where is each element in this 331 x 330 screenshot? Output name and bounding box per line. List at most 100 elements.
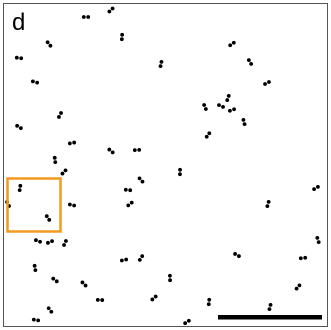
particle bbox=[138, 176, 142, 180]
scale-bar bbox=[218, 315, 322, 320]
particle bbox=[46, 241, 50, 245]
particle bbox=[38, 240, 42, 244]
particle bbox=[33, 268, 37, 272]
particle bbox=[62, 243, 66, 247]
background bbox=[0, 0, 331, 330]
particle bbox=[299, 256, 303, 260]
micrograph-panel: d bbox=[0, 0, 331, 330]
particle bbox=[111, 7, 115, 11]
particle bbox=[137, 148, 141, 152]
particle bbox=[120, 259, 124, 263]
particle bbox=[225, 98, 229, 102]
particle bbox=[242, 118, 246, 122]
particle bbox=[48, 44, 52, 48]
particle bbox=[107, 148, 111, 152]
particle bbox=[227, 94, 231, 98]
particle bbox=[168, 278, 172, 282]
particle bbox=[59, 111, 63, 115]
particle bbox=[183, 321, 187, 325]
particle bbox=[237, 254, 241, 258]
particle bbox=[18, 188, 22, 192]
particle bbox=[228, 109, 232, 113]
particle bbox=[18, 184, 22, 188]
particle bbox=[64, 239, 68, 243]
particle bbox=[315, 236, 319, 240]
particle bbox=[86, 15, 90, 19]
particle bbox=[317, 240, 321, 244]
particle bbox=[19, 56, 23, 60]
particle bbox=[154, 295, 158, 299]
particle bbox=[32, 318, 36, 322]
particle bbox=[82, 15, 86, 19]
particle bbox=[221, 105, 225, 109]
particle bbox=[84, 284, 88, 288]
particle bbox=[141, 180, 145, 184]
particle bbox=[126, 203, 130, 207]
particle bbox=[265, 204, 269, 208]
particle bbox=[168, 274, 172, 278]
particle bbox=[15, 56, 19, 60]
particle bbox=[267, 200, 271, 204]
particle bbox=[233, 252, 237, 256]
particle bbox=[316, 185, 320, 189]
particle bbox=[138, 258, 142, 262]
particle bbox=[68, 142, 72, 146]
particle bbox=[159, 64, 163, 68]
particle bbox=[249, 62, 253, 66]
particle bbox=[205, 135, 209, 139]
particle bbox=[124, 258, 128, 262]
particle bbox=[47, 306, 51, 310]
particle bbox=[72, 204, 76, 208]
particle bbox=[68, 203, 72, 207]
particle bbox=[49, 310, 53, 314]
particle bbox=[81, 281, 85, 285]
particle bbox=[19, 126, 23, 130]
particle bbox=[140, 254, 144, 258]
particle bbox=[263, 82, 267, 86]
particle bbox=[150, 298, 154, 302]
particle bbox=[45, 214, 49, 218]
particle bbox=[267, 80, 271, 84]
particle bbox=[51, 277, 55, 281]
particle bbox=[55, 279, 59, 283]
particle bbox=[120, 37, 124, 41]
particle bbox=[247, 58, 251, 62]
particle bbox=[207, 302, 211, 306]
particle bbox=[228, 43, 232, 47]
particle bbox=[107, 10, 111, 14]
particle bbox=[96, 298, 100, 302]
particle bbox=[36, 318, 40, 322]
particle bbox=[120, 33, 124, 37]
particle bbox=[53, 160, 57, 164]
particle bbox=[295, 287, 299, 291]
particle bbox=[31, 79, 35, 83]
particle bbox=[128, 188, 132, 192]
particle bbox=[298, 283, 302, 287]
particle bbox=[130, 201, 134, 205]
particle bbox=[50, 239, 54, 243]
particle bbox=[268, 307, 272, 311]
particle bbox=[33, 264, 37, 268]
panel-label: d bbox=[12, 9, 25, 36]
particle bbox=[35, 81, 39, 85]
particle bbox=[232, 107, 236, 111]
particle bbox=[202, 103, 206, 107]
particle bbox=[124, 188, 128, 192]
particle bbox=[72, 141, 76, 145]
particle bbox=[15, 124, 19, 128]
particle bbox=[61, 172, 65, 176]
particle bbox=[187, 319, 191, 323]
particle bbox=[243, 122, 247, 126]
particle bbox=[100, 298, 104, 302]
particle bbox=[207, 131, 211, 135]
particle bbox=[111, 151, 115, 155]
particle bbox=[178, 172, 182, 176]
particle bbox=[303, 256, 307, 260]
particle bbox=[269, 303, 273, 307]
particle bbox=[133, 148, 137, 152]
particle bbox=[204, 107, 208, 111]
particle bbox=[64, 169, 68, 173]
particle bbox=[47, 218, 51, 222]
particle bbox=[312, 187, 316, 191]
particle bbox=[217, 103, 221, 107]
